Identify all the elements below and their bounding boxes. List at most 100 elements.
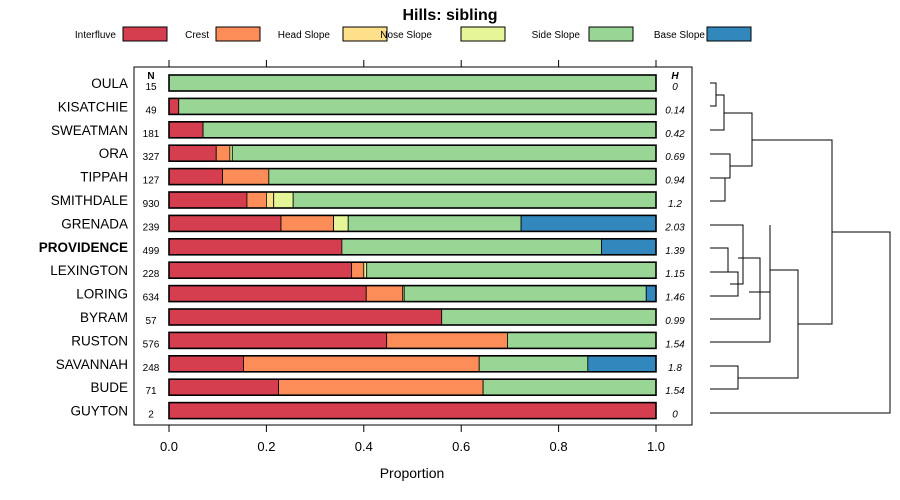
category-label: BUDE: [90, 380, 128, 395]
dendrogram: [710, 82, 891, 414]
h-value: 2.03: [664, 222, 685, 233]
bar-segment-nose-slope: [273, 191, 294, 209]
dendrogram-branch: [710, 94, 725, 131]
category-label: GUYTON: [70, 404, 128, 419]
bar-segment-nose-slope: [363, 261, 368, 279]
h-value: 1.46: [665, 293, 685, 304]
bar-row-providence: PROVIDENCE 499 1.39: [39, 238, 685, 257]
bar-outline: [168, 354, 657, 373]
bar-segment-interfluve: [168, 355, 244, 373]
bar-row-smithdale: SMITHDALE 930 1.2: [51, 191, 682, 210]
category-label: LEXINGTON: [50, 263, 128, 278]
bar-row-bude: BUDE 71 1.54: [90, 378, 685, 397]
bar-segment-side-slope: [341, 238, 602, 256]
bar-segment-interfluve: [168, 98, 180, 115]
x-axis: 0.0 0.2 0.4 0.6 0.8 1.0: [160, 60, 665, 454]
legend-label-side-slope: Side Slope: [532, 30, 581, 41]
bar-row-ruston: RUSTON 576 1.54: [71, 331, 685, 350]
legend-swatch-interfluve: [122, 26, 168, 42]
h-value: 0.14: [665, 105, 685, 116]
bar-row-byram: BYRAM 57 0.99: [80, 308, 685, 327]
bar-segment-side-slope: [292, 191, 657, 209]
h-value: 0: [672, 82, 678, 93]
bar-segment-interfluve: [168, 331, 388, 349]
x-tick-label: 0.0: [160, 439, 178, 454]
bars-group: OULA 15 0 KISATCHIE 49 0.14 SWEATMAN 181 0.42 ORA…: [39, 74, 685, 421]
h-value: 1.15: [665, 269, 685, 280]
x-tick-label: 0.8: [550, 439, 568, 454]
dendrogram-branch: [710, 225, 771, 343]
category-label: RUSTON: [71, 333, 128, 348]
n-value: 15: [145, 82, 157, 93]
bar-segment-side-slope: [366, 261, 657, 279]
h-value: 1.54: [665, 386, 685, 397]
n-column-header: N: [147, 71, 154, 82]
bar-segment-crest: [351, 261, 365, 279]
plot-frame: [133, 66, 693, 426]
bar-segment-side-slope: [478, 355, 589, 373]
bar-segment-crest: [222, 168, 270, 186]
bar-row-oula: OULA 15 0: [91, 74, 678, 93]
bar-segment-interfluve: [168, 168, 223, 186]
bar-segment-side-slope: [482, 378, 657, 396]
x-tick-label: 1.0: [647, 439, 665, 454]
category-label: SMITHDALE: [51, 193, 128, 208]
bar-outline: [168, 378, 657, 397]
bar-outline: [168, 331, 657, 350]
bar-segment-interfluve: [168, 261, 353, 279]
legend-swatch-side-slope: [588, 26, 634, 42]
legend-swatch-crest: [215, 26, 261, 42]
bar-segment-interfluve: [168, 121, 204, 139]
x-tick-label: 0.6: [452, 439, 470, 454]
bar-segment-side-slope: [268, 168, 657, 186]
n-value: 248: [143, 363, 160, 374]
category-label: TIPPAH: [80, 170, 128, 185]
h-value: 1.54: [665, 339, 685, 350]
bar-segment-base-slope: [645, 285, 657, 303]
bar-segment-side-slope: [202, 121, 657, 139]
h-value: 1.8: [668, 363, 682, 374]
bar-segment-interfluve: [168, 285, 367, 303]
n-value: 181: [143, 129, 160, 140]
bar-segment-crest: [278, 378, 484, 396]
category-label: OULA: [91, 76, 128, 91]
legend-label-interfluve: Interfluve: [75, 30, 117, 41]
x-tick-label: 0.2: [257, 439, 275, 454]
bar-row-savannah: SAVANNAH 248 1.8: [56, 354, 682, 374]
n-value: 127: [143, 176, 160, 187]
category-label: SWEATMAN: [51, 123, 128, 138]
n-value: 576: [143, 339, 160, 350]
bar-outline: [168, 284, 657, 303]
bar-segment-side-slope: [403, 285, 647, 303]
bar-outline: [168, 121, 657, 139]
chart-title: Hills: sibling: [402, 7, 497, 24]
bar-segment-crest: [243, 355, 480, 373]
bar-row-loring: LORING 634 1.46: [76, 284, 685, 304]
bar-outline: [168, 74, 657, 92]
bar-segment-base-slope: [520, 214, 657, 232]
legend-label-head-slope: Head Slope: [278, 30, 331, 41]
bar-outline: [168, 191, 657, 209]
bar-row-lexington: LEXINGTON 228 1.15: [50, 261, 685, 280]
dendrogram-branch: [710, 177, 726, 202]
dendrogram-branch: [710, 247, 729, 273]
category-label: LORING: [76, 287, 128, 302]
bar-row-ora: ORA 327 0.69: [99, 144, 685, 163]
bar-segment-interfluve: [168, 402, 657, 420]
category-label: SAVANNAH: [56, 357, 128, 372]
bar-segment-crest: [365, 285, 404, 303]
category-label: BYRAM: [80, 310, 128, 325]
h-column-header: H: [671, 71, 679, 82]
dendrogram-branch: [710, 153, 731, 179]
bar-outline: [168, 144, 657, 162]
n-value: 49: [145, 105, 157, 116]
bar-row-sweatman: SWEATMAN 181 0.42: [51, 121, 685, 140]
n-value: 930: [143, 199, 160, 210]
bar-row-guyton: GUYTON 2 0: [70, 401, 678, 421]
bar-segment-interfluve: [168, 238, 343, 256]
category-label: KISATCHIE: [58, 99, 128, 114]
bar-segment-interfluve: [168, 308, 443, 326]
bar-outline: [168, 97, 657, 116]
h-value: 0.94: [665, 176, 685, 187]
legend-label-crest: Crest: [185, 30, 209, 41]
